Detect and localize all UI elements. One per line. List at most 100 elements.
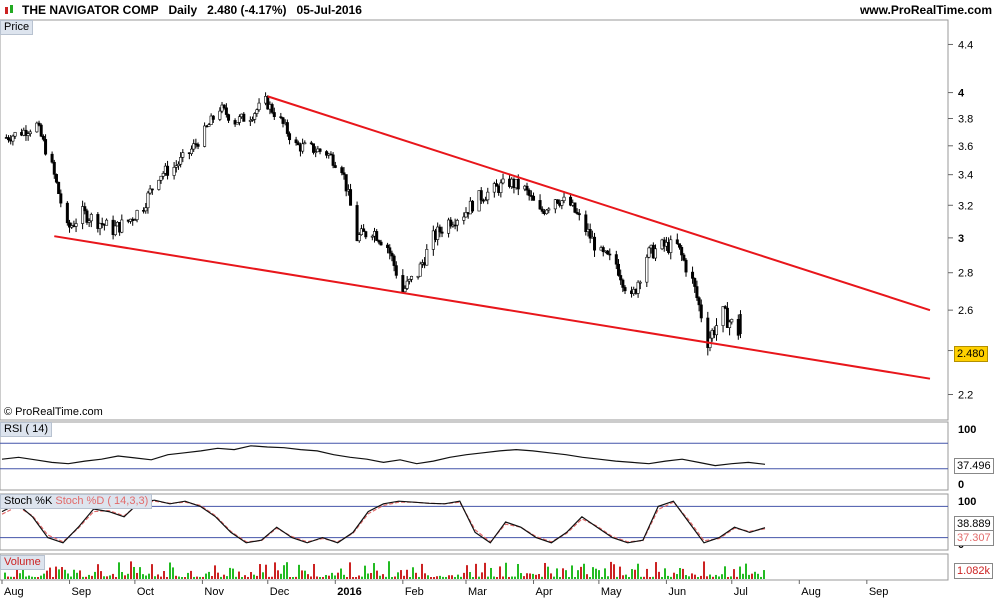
candle-body — [98, 223, 102, 229]
volume-bar — [490, 567, 492, 579]
trendline-lower — [54, 235, 931, 380]
rsi-line — [1, 445, 766, 467]
stoch-d-label: Stoch %D ( 14,3,3) — [55, 495, 149, 507]
volume-bar — [676, 574, 678, 579]
candle-body — [251, 119, 255, 121]
volume-bar — [253, 574, 255, 579]
volume-bar — [526, 573, 528, 579]
candle-body — [224, 107, 228, 115]
candle-body — [57, 181, 61, 195]
volume-bar — [565, 570, 567, 579]
candle-body — [325, 151, 329, 156]
volume-bar — [100, 571, 102, 579]
candle-body — [394, 265, 398, 276]
candle-body — [192, 143, 196, 150]
date-tick-label: Aug — [801, 586, 821, 598]
volume-bar — [28, 575, 30, 579]
volume-bar — [385, 576, 387, 579]
volume-bar — [115, 576, 117, 579]
volume-bar — [289, 576, 291, 579]
candle-body — [614, 254, 618, 265]
candle-body — [50, 153, 54, 163]
candle-body — [148, 188, 152, 194]
candle-body — [390, 252, 394, 257]
candle-body — [144, 207, 148, 212]
candle-body — [362, 228, 366, 232]
volume-bar — [238, 571, 240, 579]
volume-bar — [412, 567, 414, 579]
candle-body — [41, 135, 45, 140]
candle-body — [7, 137, 11, 141]
volume-bar — [484, 562, 486, 579]
volume-bar — [418, 576, 420, 579]
candle-body — [501, 178, 505, 184]
volume-bar — [544, 562, 546, 579]
volume-bar — [424, 573, 426, 579]
volume-bar — [52, 576, 54, 579]
volume-bar — [250, 572, 252, 579]
candle-body — [81, 206, 85, 224]
candle-body — [355, 205, 359, 242]
volume-bar — [454, 576, 456, 579]
volume-bar — [334, 575, 336, 579]
candle-body — [344, 174, 348, 192]
candle-body — [87, 220, 91, 223]
candle-body — [113, 225, 117, 235]
candle-body — [370, 235, 374, 238]
volume-bar — [229, 567, 231, 579]
candle-body — [555, 199, 559, 204]
volume-bar — [265, 564, 267, 579]
candle-body — [74, 223, 78, 227]
volume-bar — [661, 576, 663, 579]
candle-body — [222, 104, 226, 109]
volume-bar — [757, 573, 759, 579]
rsi-plot: 0 100 — [0, 424, 976, 491]
volume-bar — [517, 563, 519, 579]
volume-bar — [403, 575, 405, 579]
volume-bar — [514, 576, 516, 579]
candle-body — [553, 199, 557, 210]
volume-bar — [499, 566, 501, 579]
candle-body — [54, 174, 58, 183]
candle-body — [301, 143, 305, 152]
volume-bar — [148, 573, 150, 579]
date-tick-label: Sep — [869, 586, 889, 598]
rsi-value-box: 37.496 — [954, 458, 994, 474]
volume-bar — [556, 568, 558, 579]
candle-body — [462, 216, 466, 221]
candle-body — [492, 183, 496, 193]
candle-body — [89, 214, 93, 222]
volume-bar — [652, 576, 654, 579]
stoch-tick-label: 100 — [958, 496, 976, 508]
volume-bar — [388, 561, 390, 579]
volume-bar — [103, 576, 105, 579]
volume-bar — [313, 563, 315, 579]
rsi-tick-label: 0 — [958, 479, 964, 491]
candle-body — [357, 234, 361, 242]
volume-bar — [145, 575, 147, 579]
candle-body — [436, 226, 440, 240]
volume-bar — [664, 568, 666, 579]
candle-body — [728, 321, 732, 328]
chart-header: THE NAVIGATOR COMP Daily 2.480 (-4.17%) … — [0, 0, 1000, 20]
volume-bar — [742, 573, 744, 579]
candle-body — [453, 224, 457, 227]
candle-body — [364, 231, 368, 238]
volume-bar — [466, 565, 468, 579]
volume-bar — [541, 576, 543, 579]
candle-body — [449, 219, 453, 227]
candle-body — [181, 152, 185, 158]
volume-bar — [625, 574, 627, 579]
volume-bar — [43, 573, 45, 579]
price-candles — [4, 92, 742, 356]
candle-body — [416, 275, 420, 278]
volume-bar — [670, 576, 672, 579]
candle-body — [484, 199, 488, 202]
volume-bar — [697, 576, 699, 579]
volume-bar — [478, 576, 480, 579]
volume-bars — [4, 561, 765, 579]
candle-body — [455, 220, 459, 226]
date-tick-label: Dec — [270, 586, 290, 598]
site-url[interactable]: www.ProRealTime.com — [859, 3, 992, 17]
